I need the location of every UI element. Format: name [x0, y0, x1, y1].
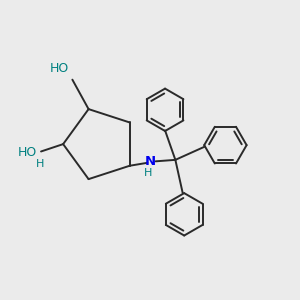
Text: N: N: [145, 155, 156, 168]
Text: H: H: [36, 159, 44, 169]
Text: HO: HO: [50, 62, 69, 75]
Text: HO: HO: [17, 146, 37, 159]
Text: H: H: [144, 167, 152, 178]
